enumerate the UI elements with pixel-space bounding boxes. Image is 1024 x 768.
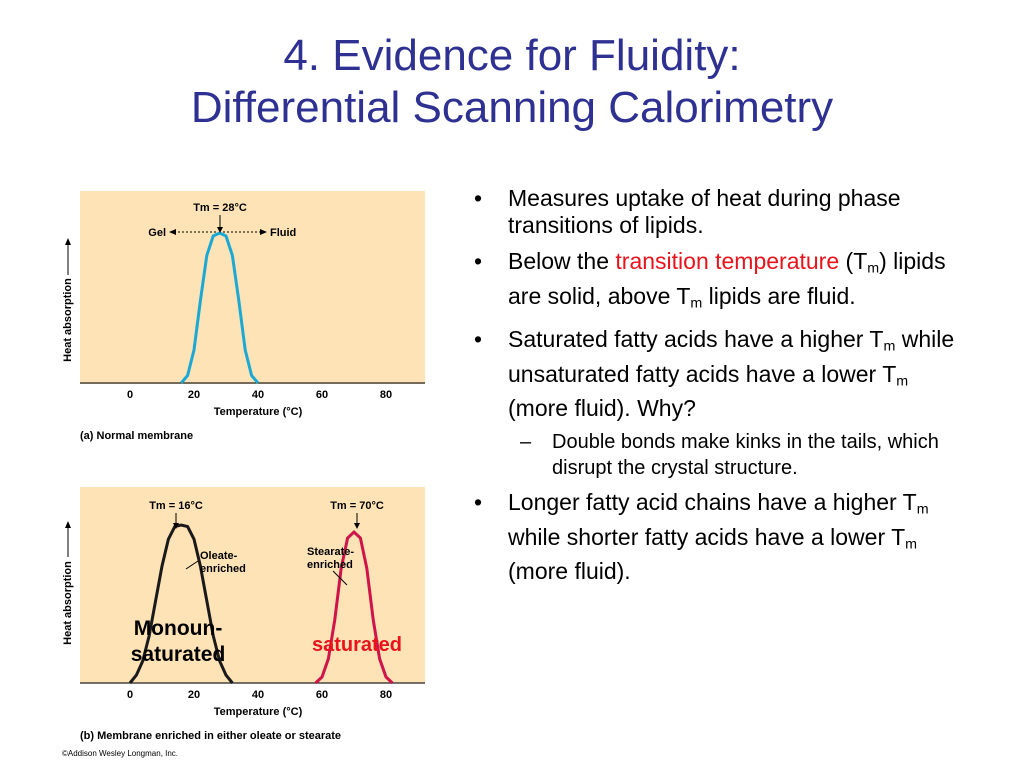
bullet-3-b: while unsaturated fatty acids have a low…	[508, 326, 955, 387]
x-tick-label: 80	[380, 689, 392, 701]
subscript-m: m	[867, 260, 880, 277]
x-tick-label: 0	[127, 689, 133, 701]
bullet-1: • Measures uptake of heat during phase t…	[468, 185, 968, 239]
chart-b-tm-oleate-arrowhead	[173, 523, 179, 529]
title-line-1: 4. Evidence for Fluidity:	[283, 31, 741, 80]
chart-b-stearate-label: Stearate-enriched	[307, 546, 354, 571]
bullet-glyph: •	[474, 248, 483, 274]
chart-a-y-axis-label-group: Heat absorption	[62, 238, 74, 362]
chart-a-xlabel: Temperature (°C)	[214, 406, 303, 418]
bullet-4: • Longer fatty acid chains have a higher…	[468, 489, 968, 585]
x-tick-label: 40	[252, 689, 264, 701]
chart-a-fluid-arrowhead	[260, 229, 267, 235]
x-tick-label: 60	[316, 389, 328, 401]
chart-b-caption: (b) Membrane enriched in either oleate o…	[80, 730, 341, 742]
chart-a-ylabel: Heat absorption	[62, 278, 74, 362]
chart-a-curve-normal	[180, 231, 260, 384]
bullet-glyph: •	[474, 185, 483, 211]
chart-b-curve-stearate	[314, 529, 394, 685]
bullet-3-c: (more fluid). Why?	[508, 395, 696, 422]
bullet-2-a: (T	[839, 248, 868, 274]
copyright-credit: ©Addison Wesley Longman, Inc.	[62, 749, 179, 758]
subscript-m: m	[905, 536, 918, 553]
bullet-1-text: Measures uptake of heat during phase tra…	[508, 185, 901, 238]
title-line-2: Differential Scanning Calorimetry	[190, 83, 834, 132]
bullet-4-c: (more fluid).	[508, 558, 631, 585]
chart-b-xlabel: Temperature (°C)	[214, 706, 303, 718]
overlay-saturated: saturated	[312, 634, 402, 656]
chart-b-oleate-label: Oleate-enriched	[200, 550, 246, 575]
bullet-4-a: Longer fatty acid chains have a higher T	[508, 489, 917, 516]
bullet-glyph: •	[474, 489, 483, 516]
chart-b-oleate-pointer	[185, 560, 199, 570]
bullet-glyph: •	[474, 326, 483, 353]
x-tick-label: 20	[188, 389, 200, 401]
chart-b-tm-stearate-arrowhead	[354, 523, 360, 529]
bullet-2-highlight: transition temperature	[615, 248, 840, 274]
overlay-monounsaturated: Monoun-saturated	[131, 617, 226, 666]
chart-b-ylabel: Heat absorption	[62, 561, 74, 645]
chart-b: Heat absorption 0 20 40 60 80 Tm = 16°C Tm =…	[62, 487, 425, 742]
chart-a-fluid-label: Fluid	[270, 227, 296, 239]
subscript-m: m	[916, 501, 929, 518]
chart-a: Heat absorption 0 20 40 60 80 Tm = 28°C Gel …	[62, 191, 425, 442]
chart-b-ylabel-arrowhead	[65, 521, 71, 528]
chart-a-gel-arrowhead	[169, 229, 176, 235]
chart-b-xticks: 0 20 40 60 80	[127, 689, 392, 701]
chart-a-gel-label: Gel	[148, 227, 166, 239]
x-tick-label: 0	[127, 389, 133, 401]
bullet-2-pre: Below the	[508, 248, 616, 274]
dash-glyph: –	[520, 431, 532, 454]
chart-b-tm-oleate-label: Tm = 16°C	[149, 500, 203, 512]
chart-a-xticks: 0 20 40 60 80	[127, 389, 392, 401]
chart-a-plot-bg	[80, 191, 425, 384]
bullet-3: • Saturated fatty acids have a higher Tm…	[468, 326, 968, 422]
subscript-m: m	[690, 295, 703, 312]
chart-a-tm-arrowhead	[217, 227, 223, 233]
bullet-4-b: while shorter fatty acids have a lower T	[508, 523, 906, 550]
bullet-2-c: lipids are fluid.	[702, 282, 856, 309]
x-tick-label: 20	[188, 689, 200, 701]
subscript-m: m	[883, 338, 896, 355]
chart-a-ylabel-arrowhead	[65, 238, 71, 245]
subscript-m: m	[896, 373, 909, 390]
sub-bullet-1-text: Double bonds make kinks in the tails, wh…	[552, 431, 939, 480]
chart-b-y-axis-label-group: Heat absorption	[62, 521, 74, 645]
bullet-3-a: Saturated fatty acids have a higher T	[508, 326, 884, 353]
bullet-2: • Below the transition temperature (Tm) …	[468, 248, 968, 317]
chart-b-tm-stearate-label: Tm = 70°C	[330, 500, 384, 512]
chart-a-caption: (a) Normal membrane	[80, 430, 193, 442]
chart-b-curve-oleate	[128, 523, 234, 684]
chart-b-stearate-pointer	[332, 570, 348, 586]
x-tick-label: 40	[252, 389, 264, 401]
x-tick-label: 80	[380, 389, 392, 401]
bullet-list: • Measures uptake of heat during phase t…	[468, 185, 968, 594]
chart-a-tm-label: Tm = 28°C	[193, 202, 247, 214]
sub-bullet-1: – Double bonds make kinks in the tails, …	[468, 429, 968, 481]
x-tick-label: 60	[316, 689, 328, 701]
slide-title: 4. Evidence for Fluidity: Differential S…	[0, 30, 1024, 134]
bullet-2-b: ) lipids are solid, above T	[508, 248, 946, 309]
